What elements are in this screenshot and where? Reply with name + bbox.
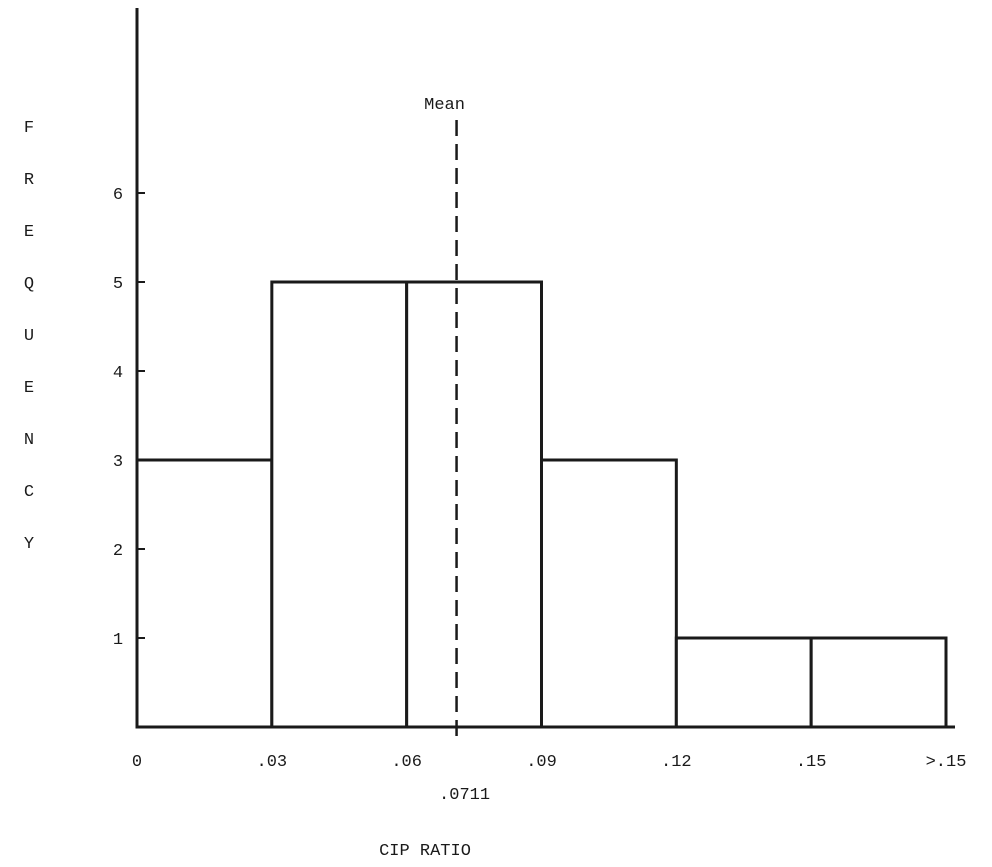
- y-tick-label-6: 6: [113, 186, 123, 205]
- y-tick-label-2: 2: [113, 542, 123, 561]
- y-tick-label-5: 5: [113, 275, 123, 294]
- x-tick-label-6: >.15: [926, 753, 967, 772]
- histogram-bar-1: [135, 458, 274, 729]
- x-tick-label-5: .15: [796, 753, 827, 772]
- y-axis-label-letter: F: [23, 119, 35, 138]
- histogram-bar-6: [809, 636, 948, 729]
- y-axis-label-letter: E: [23, 379, 35, 398]
- x-tick-label-3: .09: [526, 753, 557, 772]
- y-tick-label-3: 3: [113, 453, 123, 472]
- histogram-bar-2: [270, 280, 409, 729]
- y-axis-label-letter: U: [23, 327, 35, 346]
- y-axis-label-letter: C: [23, 483, 35, 502]
- x-tick-label-2: .06: [391, 753, 422, 772]
- histogram-bar-4: [540, 458, 678, 729]
- mean-value-label: .0711: [439, 786, 490, 805]
- x-tick-label-0: 0: [132, 753, 142, 772]
- y-axis-label-letter: Q: [23, 275, 35, 294]
- mean-label: Mean: [424, 96, 465, 115]
- bars-group: [135, 280, 948, 729]
- y-axis-label-letter: Y: [23, 535, 35, 554]
- x-tick-label-4: .12: [661, 753, 692, 772]
- y-axis-label-letter: R: [23, 171, 35, 190]
- histogram-bar-3: [405, 280, 543, 729]
- y-axis-label-letter: N: [23, 431, 35, 450]
- x-tick-label-1: .03: [257, 753, 288, 772]
- y-ticks-group: 1 2 3 4 5 6: [113, 186, 145, 650]
- y-tick-label-4: 4: [113, 364, 123, 383]
- x-axis-label: CIP RATIO: [379, 842, 471, 861]
- x-ticks-group: 0 .03 .06 .09 .12 .15 >.15: [132, 753, 967, 772]
- y-axis-label-letter: E: [23, 223, 35, 242]
- histogram-bar-5: [674, 636, 813, 729]
- y-tick-label-1: 1: [113, 631, 123, 650]
